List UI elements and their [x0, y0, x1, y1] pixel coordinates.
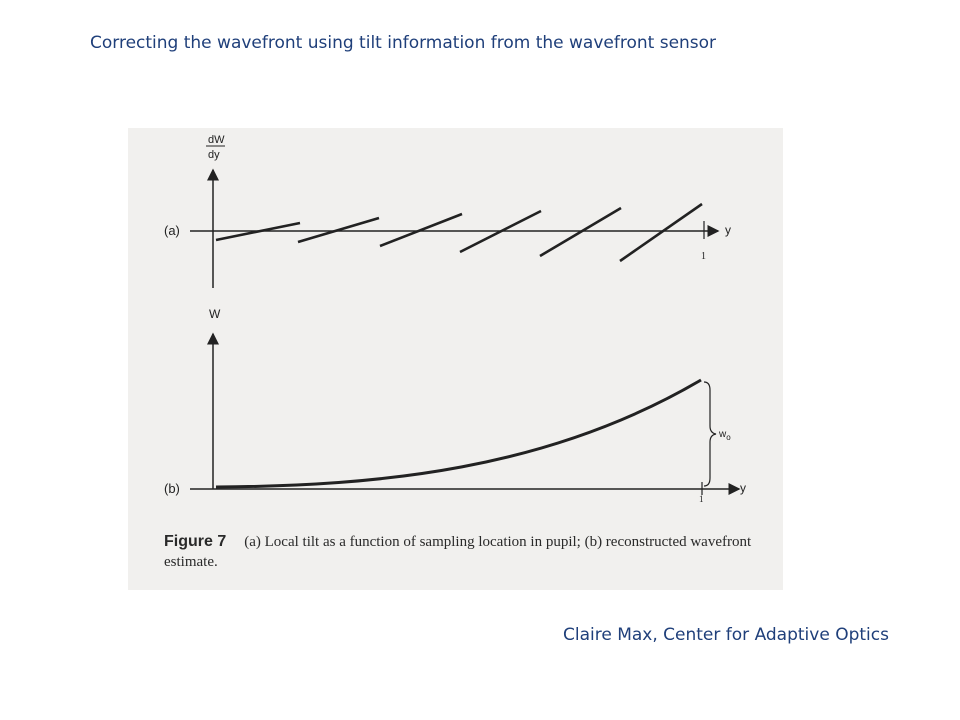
tilt-segment [619, 202, 703, 263]
panel-b: (b) W y 1 wo [164, 307, 746, 504]
brace-label: wo [718, 429, 731, 442]
wavefront-curve [215, 378, 702, 489]
figure-caption: Figure 7 (a) Local tilt as a function of … [164, 532, 784, 572]
figure-caption-text: (a) Local tilt as a function of sampling… [164, 534, 752, 570]
tilt-segment [215, 221, 301, 242]
figure-image: (a) dW dy y 1 (b) W y 1 [128, 128, 783, 590]
panel-b-label: (b) [164, 481, 180, 496]
panel-a-y-axis-label-den: dy [208, 149, 220, 161]
tilt-segment [459, 209, 542, 254]
panel-a-tick-label: 1 [701, 251, 706, 262]
wavefront-brace [703, 381, 717, 487]
figure-diagram: (a) dW dy y 1 (b) W y 1 [164, 134, 746, 504]
panel-a-label: (a) [164, 223, 180, 238]
figure-caption-label: Figure 7 [164, 533, 227, 550]
credit-text: Claire Max, Center for Adaptive Optics [563, 625, 889, 645]
tilt-segments [215, 202, 703, 263]
panel-b-y-axis-label: W [209, 307, 221, 321]
panel-a-y-axis-label-num: dW [208, 134, 225, 146]
slide-title: Correcting the wavefront using tilt info… [90, 33, 717, 53]
panel-a-x-axis-label: y [725, 223, 731, 237]
panel-b-tick-label: 1 [699, 494, 704, 504]
tilt-segment [379, 212, 463, 248]
tilt-segment [297, 216, 380, 244]
panel-b-x-axis-label: y [740, 481, 746, 495]
panel-a: (a) dW dy y 1 [164, 134, 731, 288]
tilt-segment [539, 206, 622, 258]
